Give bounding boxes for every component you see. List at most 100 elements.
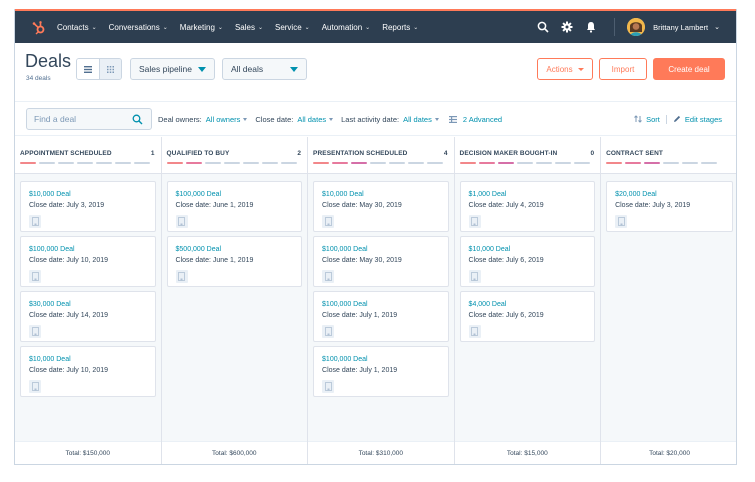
divider	[614, 18, 616, 36]
filter-label: Close date:	[255, 114, 294, 124]
view-toggle	[76, 58, 122, 80]
user-name[interactable]: Brittany Lambert	[653, 22, 709, 32]
pipeline-select[interactable]: Sales pipeline	[130, 58, 215, 80]
actions-button[interactable]: Actions	[537, 58, 593, 80]
stage-total: Total: $20,000	[601, 441, 736, 464]
import-button[interactable]: Import	[599, 58, 647, 80]
deal-card[interactable]: $100,000 Deal Close date: July 1, 2019	[313, 291, 449, 342]
avatar[interactable]	[627, 18, 646, 36]
nav-automation[interactable]: Automation ⌄	[322, 23, 371, 32]
deal-amount[interactable]: $30,000 Deal	[29, 301, 71, 308]
nav-label: Sales	[234, 22, 255, 32]
deal-close-date: Close date: July 14, 2019	[29, 312, 108, 319]
search-icon[interactable]	[132, 114, 143, 127]
search-input[interactable]	[34, 114, 126, 124]
nav-label: Contacts	[57, 22, 89, 32]
last-activity-filter[interactable]: Last activity date: All dates	[341, 115, 439, 124]
deal-amount[interactable]: $10,000 Deal	[468, 246, 511, 253]
caret-down-icon	[577, 67, 584, 71]
deal-card[interactable]: $30,000 Deal Close date: July 14, 2019	[20, 291, 156, 342]
stage-name: PRESENTATION SCHEDULED	[313, 150, 408, 157]
board-view-button[interactable]	[98, 59, 121, 79]
deal-close-date: Close date: July 6, 2019	[468, 312, 544, 319]
filter-value[interactable]: All dates	[403, 114, 432, 124]
deal-view-select[interactable]: All deals	[222, 58, 307, 80]
deal-card[interactable]: $100,000 Deal Close date: June 1, 2019	[166, 181, 303, 232]
stage-cards: $10,000 Deal Close date: May 30, 2019 $1…	[308, 174, 454, 397]
search-icon[interactable]	[536, 20, 550, 34]
nav-reports[interactable]: Reports ⌄	[382, 23, 418, 32]
deal-amount[interactable]: $10,000 Deal	[29, 356, 71, 363]
company-icon	[468, 270, 481, 283]
deal-card[interactable]: $500,000 Deal Close date: June 1, 2019	[166, 236, 303, 287]
deal-amount[interactable]: $100,000 Deal	[322, 356, 368, 363]
stage-header: DECISION MAKER BOUGHT-IN 0	[454, 137, 601, 174]
deal-card[interactable]: $20,000 Deal Close date: July 3, 2019	[606, 181, 733, 232]
deal-card[interactable]: $10,000 Deal Close date: July 3, 2019	[20, 181, 156, 232]
edit-stages-label: Edit stages	[684, 114, 722, 124]
deal-amount[interactable]: $100,000 Deal	[322, 246, 368, 253]
filter-bar: Deal owners: All owners Close date: All …	[15, 101, 736, 136]
deal-count: 34 deals	[26, 75, 51, 82]
deal-amount[interactable]: $100,000 Deal	[322, 301, 368, 308]
chevron-down-icon: ⌄	[217, 24, 223, 31]
deal-close-date: Close date: July 3, 2019	[29, 202, 105, 209]
deal-card[interactable]: $4,000 Deal Close date: July 6, 2019	[459, 291, 596, 342]
company-icon	[615, 215, 628, 228]
deal-amount[interactable]: $20,000 Deal	[615, 191, 657, 198]
nav-conversations[interactable]: Conversations ⌄	[109, 23, 168, 32]
deal-card[interactable]: $10,000 Deal Close date: May 30, 2019	[313, 181, 449, 232]
company-icon	[322, 380, 335, 393]
deal-amount[interactable]: $1,000 Deal	[468, 191, 507, 198]
nav-label: Marketing	[179, 22, 215, 32]
company-icon	[29, 325, 41, 338]
list-view-button[interactable]	[77, 59, 99, 79]
bell-icon[interactable]	[584, 20, 598, 34]
close-date-filter[interactable]: Close date: All dates	[255, 114, 334, 124]
chevron-down-icon[interactable]: ⌄	[714, 24, 720, 31]
deal-close-date: Close date: May 30, 2019	[322, 202, 402, 209]
stage-name: CONTRACT SENT	[606, 150, 663, 157]
nav-marketing[interactable]: Marketing ⌄	[180, 23, 223, 32]
create-deal-button[interactable]: Create deal	[653, 58, 725, 80]
deal-amount[interactable]: $10,000 Deal	[29, 191, 71, 198]
pipeline-select-value: Sales pipeline	[139, 64, 192, 74]
filter-value[interactable]: All owners	[205, 114, 241, 124]
deal-amount[interactable]: $100,000 Deal	[175, 191, 222, 198]
chevron-down-icon: ⌄	[413, 24, 419, 31]
nav-contacts[interactable]: Contacts ⌄	[57, 23, 97, 32]
deal-amount[interactable]: $10,000 Deal	[322, 191, 364, 198]
deal-card[interactable]: $100,000 Deal Close date: July 1, 2019	[313, 346, 449, 397]
stage-total: Total: $15,000	[454, 441, 601, 464]
nav-service[interactable]: Service ⌄	[275, 23, 310, 32]
filter-label: Deal owners:	[158, 114, 202, 124]
edit-stages-button[interactable]: Edit stages	[673, 115, 722, 124]
stage-count: 4	[443, 150, 448, 157]
deal-card[interactable]: $100,000 Deal Close date: May 30, 2019	[313, 236, 449, 287]
company-icon	[175, 215, 188, 228]
search-box	[26, 108, 152, 130]
deal-card[interactable]: $10,000 Deal Close date: July 10, 2019	[20, 346, 156, 397]
stage-progress	[313, 162, 446, 164]
deal-card[interactable]: $1,000 Deal Close date: July 4, 2019	[459, 181, 596, 232]
advanced-filters-button[interactable]: 2 Advanced	[448, 115, 502, 124]
sort-button[interactable]: Sort	[634, 115, 660, 124]
hubspot-sprocket-icon[interactable]	[27, 15, 51, 39]
filter-value[interactable]: All dates	[297, 114, 327, 124]
stage-column: QUALIFIED TO BUY 2 $100,000 Deal Close d…	[161, 137, 309, 464]
stage-header: CONTRACT SENT	[601, 137, 736, 174]
deal-amount[interactable]: $100,000 Deal	[29, 246, 75, 253]
stage-column: CONTRACT SENT $20,000 Deal Close date: J…	[601, 137, 736, 464]
deal-amount[interactable]: $4,000 Deal	[468, 301, 507, 308]
deal-amount[interactable]: $500,000 Deal	[175, 246, 222, 253]
deal-card[interactable]: $10,000 Deal Close date: July 6, 2019	[459, 236, 596, 287]
gear-icon[interactable]	[560, 20, 574, 34]
stage-progress	[606, 162, 720, 164]
company-icon	[322, 325, 335, 338]
deal-owners-filter[interactable]: Deal owners: All owners	[158, 114, 248, 124]
chevron-down-icon: ⌄	[91, 24, 97, 31]
deal-close-date: Close date: May 30, 2019	[322, 257, 402, 264]
main-nav: Contacts ⌄ Conversations ⌄ Marketing ⌄ Sale…	[57, 23, 430, 32]
nav-sales[interactable]: Sales ⌄	[235, 23, 263, 32]
deal-card[interactable]: $100,000 Deal Close date: July 10, 2019	[20, 236, 156, 287]
